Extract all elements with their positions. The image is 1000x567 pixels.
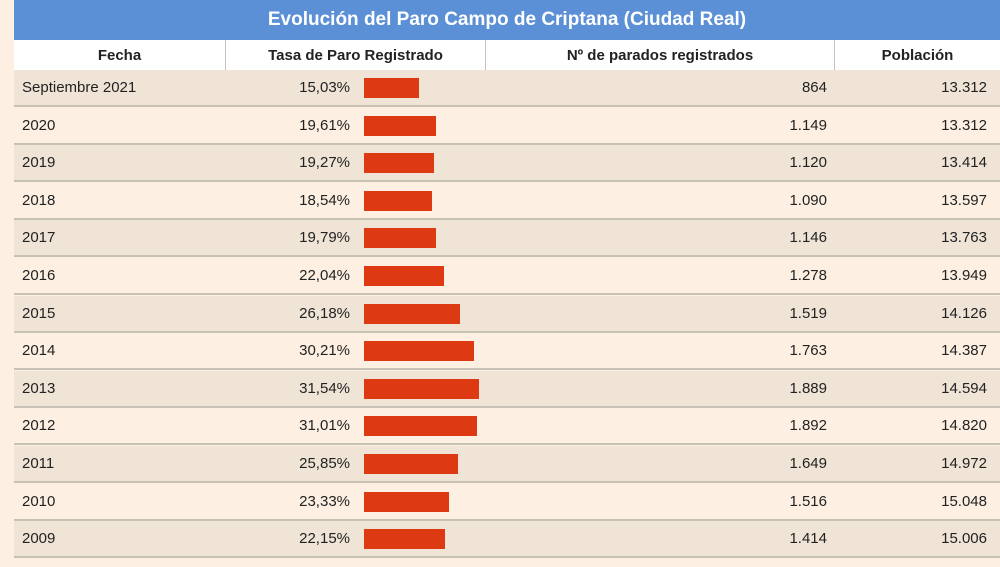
- fecha-cell: 2019: [22, 154, 56, 172]
- parados-cell: 1.892: [789, 417, 827, 435]
- parados-cell: 1.120: [789, 154, 827, 172]
- tasa-bar: [364, 341, 475, 362]
- tasa-cell: 22,04%: [299, 267, 350, 284]
- tasa-cell: 31,01%: [299, 417, 350, 435]
- parados-cell: 1.278: [789, 267, 827, 284]
- poblacion-cell: 14.126: [941, 304, 987, 322]
- poblacion-cell: 14.820: [941, 417, 987, 435]
- tasa-cell: 19,79%: [299, 229, 350, 247]
- tasa-cell: 19,27%: [299, 154, 350, 172]
- tasa-bar: [364, 266, 445, 286]
- table-row: 2011 25,85% 1.649 14.972: [14, 446, 1000, 483]
- tasa-cell: 26,18%: [299, 304, 350, 322]
- table-row: 2017 19,79% 1.146 13.763: [14, 220, 1000, 258]
- table-row: 2018 18,54% 1.090 13.597: [14, 182, 1000, 220]
- fecha-cell: 2011: [22, 455, 55, 472]
- fecha-cell: 2014: [22, 342, 56, 360]
- fecha-cell: 2015: [22, 304, 56, 322]
- parados-cell: 864: [801, 79, 827, 96]
- tasa-bar: [364, 190, 432, 211]
- tasa-cell: 31,54%: [299, 379, 350, 397]
- table-title: Evolución del Paro Campo de Criptana (Ci…: [14, 0, 1000, 40]
- table-row: 2014 30,21% 1.763 14.387: [14, 333, 1000, 371]
- fecha-cell: 2020: [22, 116, 56, 134]
- header-tasa: Tasa de Paro Registrado: [226, 40, 486, 70]
- table-row: 2013 31,54% 1.889 14.594: [14, 370, 1000, 408]
- fecha-cell: 2010: [22, 492, 56, 510]
- parados-cell: 1.149: [789, 116, 827, 134]
- header-parados: Nº de parados registrados: [486, 40, 835, 70]
- poblacion-cell: 15.048: [941, 492, 987, 510]
- poblacion-cell: 13.312: [941, 79, 987, 96]
- parados-cell: 1.146: [789, 229, 827, 247]
- poblacion-cell: 13.949: [941, 267, 987, 284]
- table-row: 2015 26,18% 1.519 14.126: [14, 295, 1000, 333]
- parados-cell: 1.090: [789, 191, 827, 209]
- table-row: Septiembre 2021 15,03% 864 13.312: [14, 70, 1000, 107]
- fecha-cell: 2012: [22, 417, 56, 435]
- table-row: 2010 23,33% 1.516 15.048: [14, 483, 1000, 521]
- tasa-cell: 30,21%: [299, 342, 350, 360]
- table-row: 2012 31,01% 1.892 14.820: [14, 408, 1000, 446]
- table-row: 2016 22,04% 1.278 13.949: [14, 258, 1000, 295]
- poblacion-cell: 13.312: [941, 116, 987, 134]
- poblacion-cell: 14.972: [941, 455, 987, 472]
- poblacion-cell: 13.414: [941, 154, 987, 172]
- tasa-bar: [364, 491, 450, 512]
- tasa-bar: [364, 153, 435, 174]
- header-poblacion: Población: [881, 46, 954, 64]
- parados-cell: 1.414: [789, 530, 827, 548]
- parados-cell: 1.516: [789, 492, 827, 510]
- tasa-bar: [364, 78, 419, 98]
- tasa-bar: [364, 529, 445, 550]
- tasa-cell: 19,61%: [299, 116, 350, 134]
- parados-cell: 1.649: [789, 455, 827, 472]
- fecha-cell: 2016: [22, 267, 56, 284]
- tasa-bar: [364, 378, 479, 399]
- table-row: 2020 19,61% 1.149 13.312: [14, 107, 1000, 145]
- tasa-cell: 23,33%: [299, 492, 350, 510]
- tasa-bar: [364, 416, 478, 437]
- poblacion-cell: 14.387: [941, 342, 987, 360]
- poblacion-cell: 13.763: [941, 229, 987, 247]
- tasa-bar: [364, 228, 437, 249]
- fecha-cell: 2009: [22, 530, 56, 548]
- table-body: Septiembre 2021 15,03% 864 13.312 2020 19,61%…: [14, 70, 1000, 567]
- table-row: 2009 22,15% 1.414 15.006: [14, 521, 1000, 559]
- parados-cell: 1.763: [789, 342, 827, 360]
- table-header: Fecha Tasa de Paro Registrado Nº de para…: [14, 40, 1000, 71]
- fecha-cell: 2018: [22, 191, 56, 209]
- poblacion-cell: 15.006: [941, 530, 987, 548]
- tasa-cell: 18,54%: [299, 191, 350, 209]
- fecha-cell: 2013: [22, 379, 56, 397]
- header-fecha: Fecha: [14, 40, 226, 70]
- tasa-bar: [364, 303, 460, 324]
- fecha-cell: 2017: [22, 229, 56, 247]
- tasa-cell: 15,03%: [299, 79, 350, 96]
- tasa-bar: [364, 115, 436, 136]
- table-row: 2019 19,27% 1.120 13.414: [14, 145, 1000, 183]
- parados-cell: 1.519: [789, 304, 827, 322]
- poblacion-cell: 13.597: [941, 191, 987, 209]
- tasa-bar: [364, 454, 459, 474]
- fecha-cell: Septiembre 2021: [22, 79, 137, 96]
- tasa-cell: 22,15%: [299, 530, 350, 548]
- parados-cell: 1.889: [789, 379, 827, 397]
- poblacion-cell: 14.594: [941, 379, 987, 397]
- tasa-cell: 25,85%: [299, 455, 350, 472]
